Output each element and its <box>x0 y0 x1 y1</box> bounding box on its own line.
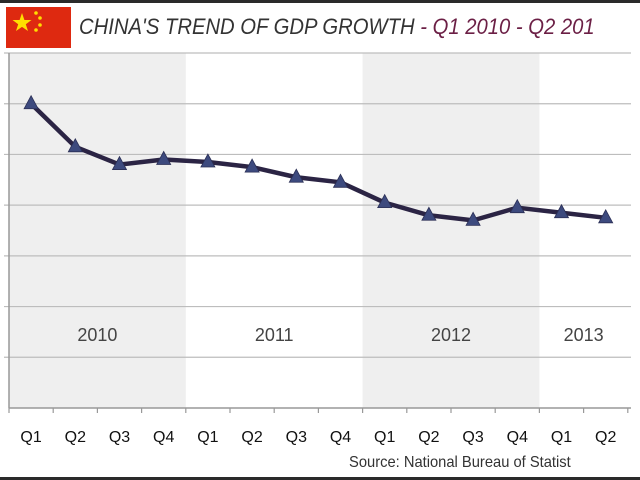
data-point-marker <box>553 203 570 219</box>
year-band-2012 <box>362 53 540 408</box>
data-point-marker <box>465 211 481 226</box>
x-tick-label: Q1 <box>551 429 572 446</box>
china-flag-icon <box>6 7 71 48</box>
x-tick-label: Q1 <box>20 429 41 446</box>
data-point-marker <box>598 208 614 224</box>
data-point-marker <box>200 153 216 168</box>
x-tick-label: Q3 <box>109 429 130 446</box>
data-point-marker <box>509 198 525 214</box>
x-tick-label: Q2 <box>595 429 616 446</box>
data-point-marker <box>421 206 437 221</box>
x-tick-label: Q1 <box>197 429 218 446</box>
title-range: - Q1 2010 - Q2 201 <box>420 14 595 39</box>
top-border <box>0 0 640 3</box>
x-tick-label: Q4 <box>507 429 528 446</box>
x-tick-label: Q2 <box>65 429 86 446</box>
chart-title: CHINA'S TREND OF GDP GROWTH - Q1 2010 - … <box>79 14 595 40</box>
data-point-marker <box>111 155 128 170</box>
data-point-marker <box>288 168 304 183</box>
year-label: 2012 <box>431 325 471 345</box>
x-tick-label: Q1 <box>374 429 395 446</box>
year-label: 2013 <box>564 325 604 345</box>
data-point-marker <box>23 94 39 110</box>
bottom-border <box>0 477 640 480</box>
x-tick-label: Q3 <box>286 429 307 446</box>
title-main: CHINA'S TREND OF GDP GROWTH <box>79 14 415 39</box>
data-point-marker <box>332 173 349 188</box>
year-label: 2011 <box>255 325 294 345</box>
x-tick-label: Q4 <box>153 429 174 446</box>
x-tick-label: Q4 <box>330 429 351 446</box>
data-point-marker <box>377 193 393 209</box>
x-tick-label: Q2 <box>241 429 262 446</box>
source-note: Source: National Bureau of Statist <box>349 454 571 471</box>
x-tick-label: Q3 <box>462 429 483 446</box>
data-point-marker <box>67 137 83 153</box>
gdp-growth-line <box>29 102 606 223</box>
data-point-marker <box>156 150 172 165</box>
x-tick-label: Q2 <box>418 429 439 446</box>
data-point-marker <box>244 158 260 173</box>
year-label: 2010 <box>77 325 117 345</box>
